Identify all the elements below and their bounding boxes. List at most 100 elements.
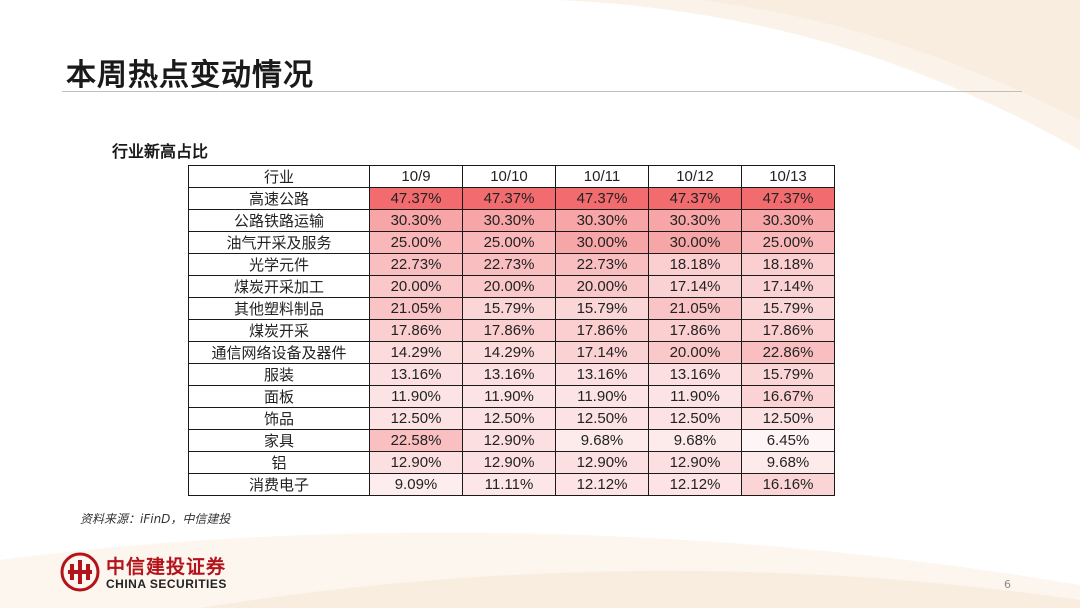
percentage-cell: 15.79% xyxy=(741,297,835,320)
table-row: 饰品 12.50% 12.50% 12.50% 12.50% 12.50% xyxy=(188,407,835,430)
percentage-cell: 13.16% xyxy=(555,363,649,386)
percentage-cell: 22.73% xyxy=(555,253,649,276)
column-header-industry: 行业 xyxy=(188,165,370,188)
percentage-cell: 11.11% xyxy=(462,473,556,496)
percentage-cell: 47.37% xyxy=(555,187,649,210)
industry-name: 服装 xyxy=(188,363,370,386)
percentage-cell: 17.14% xyxy=(741,275,835,298)
percentage-cell: 30.30% xyxy=(369,209,463,232)
title-divider xyxy=(62,91,1022,92)
industry-name: 家具 xyxy=(188,429,370,452)
percentage-cell: 20.00% xyxy=(555,275,649,298)
table-row: 煤炭开采 17.86% 17.86% 17.86% 17.86% 17.86% xyxy=(188,319,835,342)
percentage-cell: 12.90% xyxy=(462,451,556,474)
citic-logo-icon xyxy=(60,552,100,592)
percentage-cell: 12.90% xyxy=(555,451,649,474)
company-logo: 中信建投证券 CHINA SECURITIES xyxy=(60,550,250,594)
table-row: 煤炭开采加工 20.00% 20.00% 20.00% 17.14% 17.14% xyxy=(188,275,835,298)
percentage-cell: 22.86% xyxy=(741,341,835,364)
table-row: 油气开采及服务 25.00% 25.00% 30.00% 30.00% 25.00% xyxy=(188,231,835,254)
percentage-cell: 20.00% xyxy=(369,275,463,298)
percentage-cell: 21.05% xyxy=(648,297,742,320)
percentage-cell: 25.00% xyxy=(462,231,556,254)
percentage-cell: 15.79% xyxy=(555,297,649,320)
percentage-cell: 14.29% xyxy=(462,341,556,364)
percentage-cell: 12.50% xyxy=(741,407,835,430)
industry-name: 光学元件 xyxy=(188,253,370,276)
percentage-cell: 30.00% xyxy=(648,231,742,254)
industry-new-high-table: 行业 10/9 10/10 10/11 10/12 10/13 高速公路 47.37% 47.… xyxy=(188,165,835,496)
industry-name: 饰品 xyxy=(188,407,370,430)
percentage-cell: 16.67% xyxy=(741,385,835,408)
column-header-date: 10/10 xyxy=(462,165,556,188)
industry-name: 油气开采及服务 xyxy=(188,231,370,254)
percentage-cell: 22.58% xyxy=(369,429,463,452)
percentage-cell: 12.50% xyxy=(369,407,463,430)
percentage-cell: 18.18% xyxy=(648,253,742,276)
page-number: 6 xyxy=(1004,578,1011,591)
percentage-cell: 47.37% xyxy=(648,187,742,210)
industry-name: 铝 xyxy=(188,451,370,474)
source-note: 资料来源：iFinD，中信建投 xyxy=(80,512,231,526)
percentage-cell: 22.73% xyxy=(462,253,556,276)
industry-name: 面板 xyxy=(188,385,370,408)
table-subtitle: 行业新高占比 xyxy=(112,142,209,161)
industry-name: 煤炭开采加工 xyxy=(188,275,370,298)
table-header-row: 行业 10/9 10/10 10/11 10/12 10/13 xyxy=(188,165,835,188)
percentage-cell: 12.12% xyxy=(648,473,742,496)
percentage-cell: 15.79% xyxy=(462,297,556,320)
percentage-cell: 13.16% xyxy=(462,363,556,386)
percentage-cell: 25.00% xyxy=(741,231,835,254)
percentage-cell: 11.90% xyxy=(369,385,463,408)
percentage-cell: 16.16% xyxy=(741,473,835,496)
percentage-cell: 22.73% xyxy=(369,253,463,276)
table-row: 消费电子 9.09% 11.11% 12.12% 12.12% 16.16% xyxy=(188,473,835,496)
percentage-cell: 20.00% xyxy=(648,341,742,364)
percentage-cell: 21.05% xyxy=(369,297,463,320)
industry-name: 煤炭开采 xyxy=(188,319,370,342)
column-header-date: 10/11 xyxy=(555,165,649,188)
percentage-cell: 30.30% xyxy=(741,209,835,232)
percentage-cell: 11.90% xyxy=(462,385,556,408)
percentage-cell: 30.30% xyxy=(462,209,556,232)
percentage-cell: 13.16% xyxy=(369,363,463,386)
percentage-cell: 9.68% xyxy=(741,451,835,474)
table-row: 高速公路 47.37% 47.37% 47.37% 47.37% 47.37% xyxy=(188,187,835,210)
table-row: 家具 22.58% 12.90% 9.68% 9.68% 6.45% xyxy=(188,429,835,452)
industry-name: 公路铁路运输 xyxy=(188,209,370,232)
percentage-cell: 47.37% xyxy=(462,187,556,210)
industry-name: 消费电子 xyxy=(188,473,370,496)
industry-name: 高速公路 xyxy=(188,187,370,210)
percentage-cell: 17.86% xyxy=(462,319,556,342)
percentage-cell: 17.86% xyxy=(555,319,649,342)
industry-name: 通信网络设备及器件 xyxy=(188,341,370,364)
table-row: 光学元件 22.73% 22.73% 22.73% 18.18% 18.18% xyxy=(188,253,835,276)
percentage-cell: 11.90% xyxy=(648,385,742,408)
percentage-cell: 13.16% xyxy=(648,363,742,386)
table-row: 面板 11.90% 11.90% 11.90% 11.90% 16.67% xyxy=(188,385,835,408)
table-row: 其他塑料制品 21.05% 15.79% 15.79% 21.05% 15.79% xyxy=(188,297,835,320)
logo-chinese-text: 中信建投证券 xyxy=(106,556,227,578)
industry-name: 其他塑料制品 xyxy=(188,297,370,320)
percentage-cell: 17.86% xyxy=(741,319,835,342)
percentage-cell: 9.68% xyxy=(555,429,649,452)
column-header-date: 10/12 xyxy=(648,165,742,188)
percentage-cell: 12.90% xyxy=(369,451,463,474)
percentage-cell: 12.50% xyxy=(555,407,649,430)
column-header-date: 10/13 xyxy=(741,165,835,188)
logo-english-text: CHINA SECURITIES xyxy=(106,577,227,591)
percentage-cell: 11.90% xyxy=(555,385,649,408)
percentage-cell: 17.86% xyxy=(648,319,742,342)
percentage-cell: 30.30% xyxy=(555,209,649,232)
percentage-cell: 18.18% xyxy=(741,253,835,276)
percentage-cell: 25.00% xyxy=(369,231,463,254)
percentage-cell: 30.00% xyxy=(555,231,649,254)
table-row: 公路铁路运输 30.30% 30.30% 30.30% 30.30% 30.30% xyxy=(188,209,835,232)
percentage-cell: 6.45% xyxy=(741,429,835,452)
table-row: 通信网络设备及器件 14.29% 14.29% 17.14% 20.00% 22.86% xyxy=(188,341,835,364)
percentage-cell: 17.14% xyxy=(555,341,649,364)
page-title: 本周热点变动情况 xyxy=(66,58,314,93)
percentage-cell: 15.79% xyxy=(741,363,835,386)
percentage-cell: 47.37% xyxy=(741,187,835,210)
